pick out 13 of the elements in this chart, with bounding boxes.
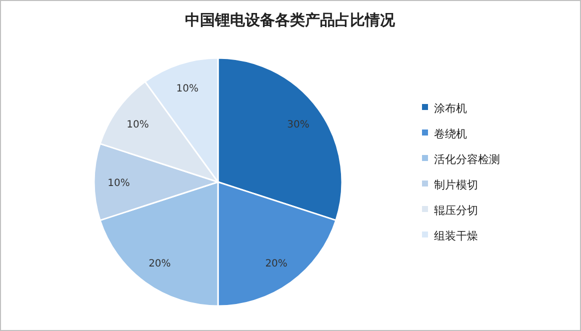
data-label: 10% (108, 178, 130, 189)
legend-label: 活化分容检测 (434, 153, 500, 166)
legend-label: 辊压分切 (434, 204, 478, 217)
data-label: 10% (176, 84, 198, 95)
data-label: 20% (148, 258, 171, 270)
chart-title: 中国锂电设备各类产品占比情况 (185, 11, 396, 29)
data-label: 20% (265, 258, 288, 270)
data-label: 30% (287, 120, 310, 131)
legend-label: 涂布机 (434, 102, 467, 115)
legend-label: 卷绕机 (434, 128, 467, 140)
data-label: 10% (126, 120, 149, 131)
legend-label: 制片模切 (434, 178, 478, 192)
legend-label: 组装干燥 (434, 230, 478, 242)
